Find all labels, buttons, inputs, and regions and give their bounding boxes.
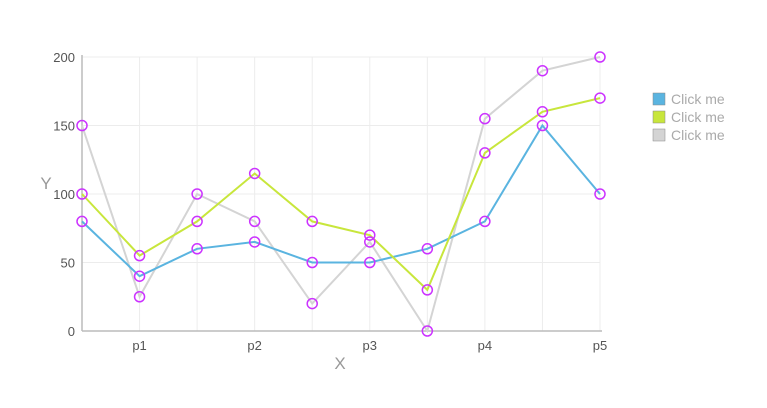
series-line[interactable] — [81, 97, 601, 292]
y-axis-title: Y — [40, 174, 51, 193]
data-point[interactable] — [594, 51, 606, 63]
point-markers — [76, 51, 606, 337]
legend-swatch[interactable] — [652, 128, 666, 142]
data-point[interactable] — [594, 188, 606, 200]
data-point[interactable] — [248, 215, 261, 228]
data-point[interactable] — [306, 256, 318, 269]
legend-swatch[interactable] — [652, 110, 666, 124]
legend-item[interactable]: Click me — [652, 127, 725, 143]
data-point[interactable] — [76, 119, 88, 132]
data-point[interactable] — [421, 243, 434, 255]
data-point[interactable] — [191, 243, 203, 255]
axes — [81, 55, 602, 332]
data-point[interactable] — [364, 236, 376, 248]
tick-labels: 0 50 100 150 200 p1 p2 p3 p4 p5 — [53, 50, 607, 353]
legend-item[interactable]: Click me — [652, 91, 725, 107]
x-tick-label: p2 — [247, 338, 261, 353]
y-tick-label: 100 — [53, 187, 75, 202]
y-tick-label: 150 — [53, 119, 75, 134]
data-point[interactable] — [76, 188, 88, 200]
data-point[interactable] — [479, 147, 491, 159]
series-line[interactable] — [81, 123, 601, 278]
data-point[interactable] — [76, 215, 88, 228]
legend-label[interactable]: Click me — [671, 127, 725, 143]
x-tick-label: p1 — [132, 338, 146, 353]
data-point[interactable] — [133, 270, 146, 282]
data-point[interactable] — [364, 229, 376, 241]
grid — [82, 56, 601, 331]
legend-item[interactable]: Click me — [652, 109, 725, 125]
data-point[interactable] — [248, 167, 261, 180]
data-point[interactable] — [594, 92, 606, 104]
data-point[interactable] — [479, 215, 491, 228]
data-point[interactable] — [191, 188, 203, 200]
series-group — [81, 56, 601, 334]
y-tick-label: 50 — [61, 256, 75, 271]
legend-label[interactable]: Click me — [671, 91, 725, 107]
data-point[interactable] — [536, 119, 549, 132]
data-point[interactable] — [133, 291, 146, 303]
data-point[interactable] — [536, 64, 549, 77]
data-point[interactable] — [421, 325, 434, 337]
x-axis-title: X — [334, 354, 345, 373]
data-point[interactable] — [479, 112, 491, 125]
legend-swatch[interactable] — [652, 92, 666, 106]
data-point[interactable] — [306, 297, 318, 310]
y-tick-label: 200 — [53, 50, 75, 65]
data-point[interactable] — [536, 106, 549, 118]
data-point[interactable] — [421, 284, 434, 296]
data-point[interactable] — [248, 236, 261, 248]
legend: Click me Click me Click me — [652, 91, 725, 143]
y-tick-label: 0 — [68, 324, 75, 339]
data-point[interactable] — [306, 215, 318, 228]
data-point[interactable] — [133, 249, 146, 262]
legend-label[interactable]: Click me — [671, 109, 725, 125]
x-tick-label: p3 — [363, 338, 377, 353]
x-tick-label: p4 — [478, 338, 492, 353]
x-tick-label: p5 — [593, 338, 607, 353]
series-line[interactable] — [81, 56, 601, 334]
data-point[interactable] — [191, 215, 203, 228]
data-point[interactable] — [364, 256, 376, 269]
